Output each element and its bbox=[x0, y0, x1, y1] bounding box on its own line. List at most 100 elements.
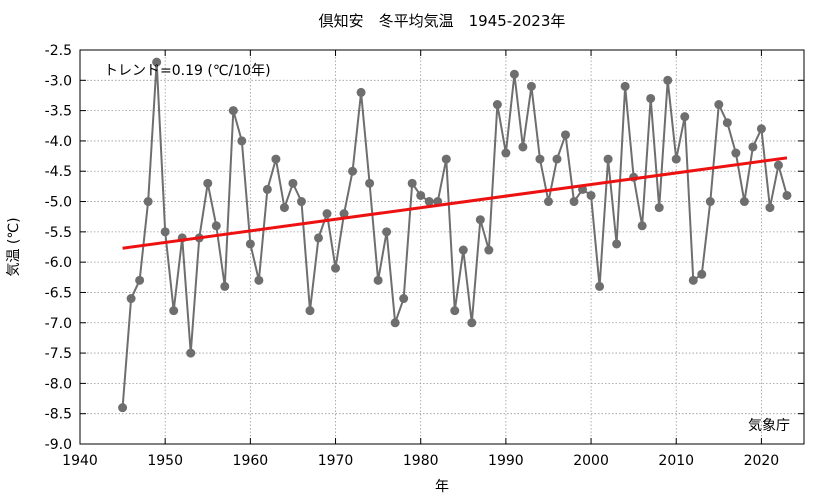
y-tick-label: -5.5 bbox=[45, 225, 72, 241]
data-point bbox=[714, 100, 724, 110]
data-point bbox=[203, 178, 213, 188]
data-point bbox=[722, 118, 732, 128]
grid-lines bbox=[80, 50, 804, 444]
x-tick-label: 1960 bbox=[233, 453, 269, 469]
data-point bbox=[441, 154, 451, 164]
data-point bbox=[288, 178, 298, 188]
data-point bbox=[305, 306, 315, 316]
data-point bbox=[646, 93, 656, 103]
data-point bbox=[331, 263, 341, 273]
data-point bbox=[322, 209, 332, 219]
source-annotation: 気象庁 bbox=[748, 418, 790, 434]
data-point bbox=[135, 275, 145, 285]
data-point bbox=[450, 306, 460, 316]
data-point bbox=[595, 281, 605, 291]
data-point bbox=[518, 142, 528, 152]
data-point bbox=[569, 197, 579, 207]
trend-line-group bbox=[122, 156, 788, 250]
y-tick-label: -5.0 bbox=[45, 195, 72, 211]
x-tick-label: 2000 bbox=[573, 453, 609, 469]
data-point bbox=[637, 221, 647, 231]
data-point bbox=[365, 178, 375, 188]
data-point bbox=[390, 318, 400, 328]
data-point bbox=[296, 197, 306, 207]
data-point bbox=[561, 130, 571, 140]
x-tick-label: 1950 bbox=[147, 453, 183, 469]
data-point bbox=[603, 154, 613, 164]
data-point bbox=[160, 227, 170, 237]
y-tick-label: -8.0 bbox=[45, 376, 72, 392]
data-point bbox=[424, 197, 434, 207]
data-point bbox=[543, 197, 553, 207]
data-point bbox=[748, 142, 758, 152]
data-point bbox=[399, 294, 409, 304]
data-point bbox=[254, 275, 264, 285]
data-point bbox=[612, 239, 622, 249]
y-tick-label: -3.0 bbox=[45, 73, 72, 89]
data-point bbox=[620, 81, 630, 91]
trend-line bbox=[122, 156, 788, 250]
data-point bbox=[169, 306, 179, 316]
axis-ticks: 1940 1950 1960 1970 1980 1990 2000 2010 2020 -2.5… bbox=[45, 43, 804, 469]
x-tick-label: 2020 bbox=[744, 453, 780, 469]
y-tick-label: -7.0 bbox=[45, 316, 72, 332]
data-point bbox=[458, 245, 468, 255]
x-tick-label: 1990 bbox=[488, 453, 524, 469]
data-point bbox=[535, 154, 545, 164]
data-point bbox=[705, 197, 715, 207]
data-point bbox=[416, 190, 426, 200]
data-point bbox=[118, 403, 128, 413]
data-point bbox=[186, 348, 196, 358]
data-point bbox=[731, 148, 741, 158]
data-point bbox=[680, 112, 690, 122]
data-point bbox=[152, 57, 162, 67]
data-point bbox=[782, 190, 792, 200]
data-point bbox=[348, 166, 358, 176]
data-point bbox=[756, 124, 766, 134]
data-point bbox=[126, 294, 136, 304]
data-point bbox=[271, 154, 281, 164]
data-point bbox=[211, 221, 221, 231]
x-tick-label: 1970 bbox=[318, 453, 354, 469]
data-point bbox=[237, 136, 247, 146]
data-point bbox=[484, 245, 494, 255]
data-point bbox=[262, 184, 272, 194]
y-tick-label: -6.5 bbox=[45, 285, 72, 301]
data-point bbox=[245, 239, 255, 249]
data-point bbox=[467, 318, 477, 328]
data-point bbox=[654, 203, 664, 213]
y-tick-label: -9.0 bbox=[45, 437, 72, 453]
data-point bbox=[501, 148, 511, 158]
data-point bbox=[688, 275, 698, 285]
data-point bbox=[313, 233, 323, 243]
y-tick-label: -4.5 bbox=[45, 164, 72, 180]
y-tick-label: -3.5 bbox=[45, 104, 72, 120]
data-point bbox=[586, 190, 596, 200]
y-axis-title: 気温 (℃) bbox=[6, 217, 22, 276]
data-point bbox=[220, 281, 230, 291]
data-point bbox=[373, 275, 383, 285]
data-point bbox=[475, 215, 485, 225]
y-tick-label: -8.5 bbox=[45, 407, 72, 423]
data-point bbox=[773, 160, 783, 170]
x-tick-label: 1980 bbox=[403, 453, 439, 469]
data-point bbox=[228, 106, 238, 116]
chart-title: 倶知安 冬平均気温 1945-2023年 bbox=[319, 12, 566, 30]
y-tick-label: -7.5 bbox=[45, 346, 72, 362]
data-point bbox=[382, 227, 392, 237]
data-point bbox=[509, 69, 519, 79]
data-point bbox=[663, 75, 673, 85]
data-point bbox=[739, 197, 749, 207]
data-point bbox=[492, 100, 502, 110]
data-point bbox=[356, 87, 366, 97]
data-point bbox=[526, 81, 536, 91]
data-point bbox=[143, 197, 153, 207]
data-point bbox=[279, 203, 289, 213]
y-tick-label: -4.0 bbox=[45, 134, 72, 150]
plot-frame bbox=[79, 49, 805, 445]
y-tick-label: -2.5 bbox=[45, 43, 72, 59]
x-tick-label: 1940 bbox=[62, 453, 98, 469]
trend-annotation: トレンド=0.19 (℃/10年) bbox=[104, 63, 271, 79]
data-point bbox=[552, 154, 562, 164]
